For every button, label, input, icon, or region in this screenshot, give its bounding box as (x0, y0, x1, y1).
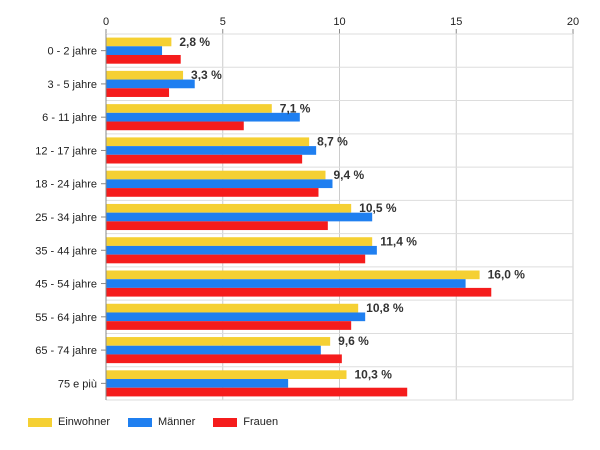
bar-mnner-10 (106, 379, 289, 388)
bar-mnner-7 (106, 279, 466, 288)
bar-einwohner-8 (106, 303, 359, 313)
x-tick-label-2: 10 (333, 16, 345, 28)
bar-mnner-9 (106, 345, 321, 355)
bar-einwohner-7 (106, 270, 480, 280)
bar-frauen-10 (106, 387, 408, 397)
bar-frauen-2 (106, 121, 244, 131)
bar-mnner-2 (106, 112, 300, 122)
bar-mnner-6 (106, 245, 377, 255)
bar-einwohner-2 (106, 104, 272, 113)
bar-einwohner-0 (106, 37, 172, 47)
category-label-2: 6 - 11 jahre (42, 112, 97, 124)
data-label-1: 3,3 % (191, 68, 222, 82)
category-label-4: 18 - 24 jahre (35, 179, 97, 191)
data-label-4: 9,4 % (333, 168, 364, 182)
bar-frauen-5 (106, 221, 328, 231)
bar-mnner-5 (106, 212, 373, 222)
bar-einwohner-6 (106, 237, 373, 246)
data-label-9: 9,6 % (338, 334, 369, 348)
bar-mnner-4 (106, 179, 333, 189)
bar-einwohner-3 (106, 137, 310, 147)
legend-item-maenner: Männer (127, 416, 196, 428)
category-label-0: 0 - 2 jahre (47, 46, 97, 58)
category-label-8: 55 - 64 jahre (35, 312, 97, 324)
data-label-7: 16,0 % (488, 268, 526, 282)
bar-frauen-6 (106, 254, 366, 264)
bar-mnner-0 (106, 46, 163, 55)
legend-label-maenner: Männer (157, 416, 196, 428)
category-label-5: 25 - 34 jahre (35, 212, 97, 224)
legend-item-einwohner: Einwohner (28, 416, 110, 428)
data-label-10: 10,3 % (355, 368, 393, 382)
bar-frauen-4 (106, 188, 319, 197)
bar-frauen-9 (106, 354, 342, 364)
category-label-9: 65 - 74 jahre (35, 345, 97, 357)
legend-swatch-einwohner (28, 417, 52, 427)
category-label-7: 45 - 54 jahre (35, 279, 97, 291)
data-label-8: 10,8 % (366, 301, 404, 315)
bar-mnner-8 (106, 312, 366, 322)
bar-mnner-3 (106, 146, 317, 155)
x-tick-label-4: 20 (567, 16, 579, 28)
x-tick-label-3: 15 (450, 16, 462, 28)
bar-frauen-7 (106, 287, 492, 297)
data-label-6: 11,4 % (380, 234, 417, 248)
legend-label-frauen: Frauen (243, 416, 279, 428)
data-label-5: 10,5 % (359, 201, 397, 215)
legend-swatch-maenner (127, 417, 152, 427)
bar-einwohner-10 (106, 370, 347, 380)
bar-einwohner-1 (106, 70, 184, 80)
bar-einwohner-9 (106, 337, 331, 346)
bar-frauen-0 (106, 54, 181, 64)
data-label-3: 8,7 % (317, 135, 348, 149)
x-tick-label-1: 5 (220, 16, 226, 28)
category-label-1: 3 - 5 jahre (47, 79, 97, 91)
bar-frauen-1 (106, 88, 170, 97)
legend-label-einwohner: Einwohner (58, 416, 110, 428)
legend-swatch-frauen (213, 417, 238, 427)
data-label-0: 2,8 % (179, 35, 210, 49)
category-label-3: 12 - 17 jahre (35, 145, 97, 157)
legend-item-frauen: Frauen (213, 416, 278, 428)
bar-einwohner-5 (106, 203, 352, 213)
x-tick-label-0: 0 (103, 16, 109, 28)
bar-frauen-3 (106, 154, 303, 164)
bar-mnner-1 (106, 79, 195, 89)
data-label-2: 7,1 % (280, 101, 311, 115)
bar-einwohner-4 (106, 170, 326, 180)
category-label-10: 75 e più (58, 378, 97, 390)
legend: Einwohner Männer Frauen (28, 416, 296, 428)
bar-frauen-8 (106, 321, 352, 330)
category-label-6: 35 - 44 jahre (35, 245, 97, 257)
